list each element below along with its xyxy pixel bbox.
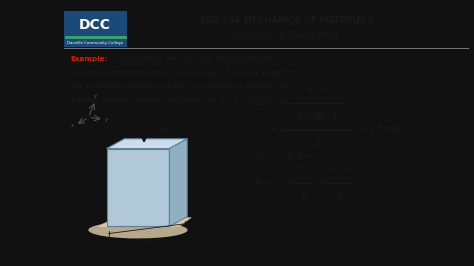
Text: DCC: DCC	[79, 18, 111, 32]
Text: $\sigma_z$: $\sigma_z$	[298, 164, 310, 174]
Text: =: =	[281, 98, 289, 108]
Text: E: E	[301, 192, 307, 201]
Text: x: x	[71, 123, 74, 128]
Text: =: =	[270, 125, 278, 135]
Text: Instructor: Dr. Yiheng Wang: Instructor: Dr. Yiheng Wang	[234, 31, 339, 40]
Polygon shape	[95, 218, 191, 227]
Text: E: E	[337, 192, 343, 201]
Text: d′−d: d′−d	[307, 85, 328, 94]
Text: Example:: Example:	[70, 56, 108, 62]
Text: 10 kip: 10 kip	[149, 126, 171, 132]
Text: $\varepsilon_{long}$: $\varepsilon_{long}$	[297, 151, 317, 162]
Text: =: =	[320, 178, 328, 188]
Text: z: z	[94, 94, 97, 99]
Text: = 2.5×10: = 2.5×10	[359, 125, 402, 134]
Text: −5: −5	[405, 121, 414, 126]
Polygon shape	[169, 139, 187, 226]
Text: EGR 246 MECHANICS OF MATERIALS: EGR 246 MECHANICS OF MATERIALS	[200, 16, 374, 25]
Text: =: =	[288, 178, 296, 188]
Text: A cubic block with each side of original length 4 in. is: A cubic block with each side of original…	[118, 56, 297, 62]
Text: subjected to the compressive force as shown. If its sides along the x: subjected to the compressive force as sh…	[70, 70, 299, 76]
Text: material. Assume it behaves elastically and  E = 10×10³ ksi.: material. Assume it behaves elastically …	[70, 95, 273, 103]
Text: = E: = E	[277, 152, 293, 161]
Polygon shape	[107, 139, 187, 149]
Text: $\sigma_z$: $\sigma_z$	[255, 151, 266, 163]
Text: Danville Community College: Danville Community College	[67, 41, 123, 45]
Polygon shape	[107, 149, 169, 226]
Text: and y direction increased to 4.0001 in., determine ν and G for the: and y direction increased to 4.0001 in.,…	[70, 83, 291, 89]
Text: d: d	[314, 113, 320, 122]
Text: $\varepsilon_{lat}$: $\varepsilon_{lat}$	[255, 97, 271, 109]
Text: 4: 4	[314, 139, 320, 148]
Text: 4.0001−4: 4.0001−4	[297, 112, 338, 121]
Text: 4 in.: 4 in.	[139, 238, 155, 244]
Text: P / A: P / A	[331, 165, 350, 174]
FancyBboxPatch shape	[64, 11, 127, 47]
Text: $\varepsilon_{long}$: $\varepsilon_{long}$	[255, 177, 276, 189]
Text: y: y	[105, 117, 109, 122]
Ellipse shape	[88, 222, 188, 238]
